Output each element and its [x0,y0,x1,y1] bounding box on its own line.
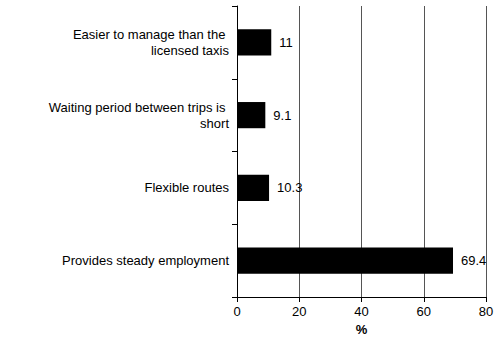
svg-text:Flexible routes: Flexible routes [144,180,229,195]
svg-text:40: 40 [354,304,368,319]
svg-text:9.1: 9.1 [273,108,291,123]
svg-text:Waiting period between trips i: Waiting period between trips is [49,100,229,115]
svg-text:Provides steady employment: Provides steady employment [62,253,229,268]
svg-text:0: 0 [233,304,240,319]
svg-text:60: 60 [417,304,431,319]
svg-text:11: 11 [279,35,293,50]
svg-text:short: short [200,116,229,131]
svg-text:%: % [356,322,368,337]
svg-text:licensed taxis: licensed taxis [151,43,230,58]
svg-text:80: 80 [479,304,493,319]
svg-text:Easier to manage than the: Easier to manage than the [73,27,229,42]
svg-text:69.4: 69.4 [461,253,486,268]
svg-text:10.3: 10.3 [277,180,302,195]
svg-text:20: 20 [292,304,306,319]
